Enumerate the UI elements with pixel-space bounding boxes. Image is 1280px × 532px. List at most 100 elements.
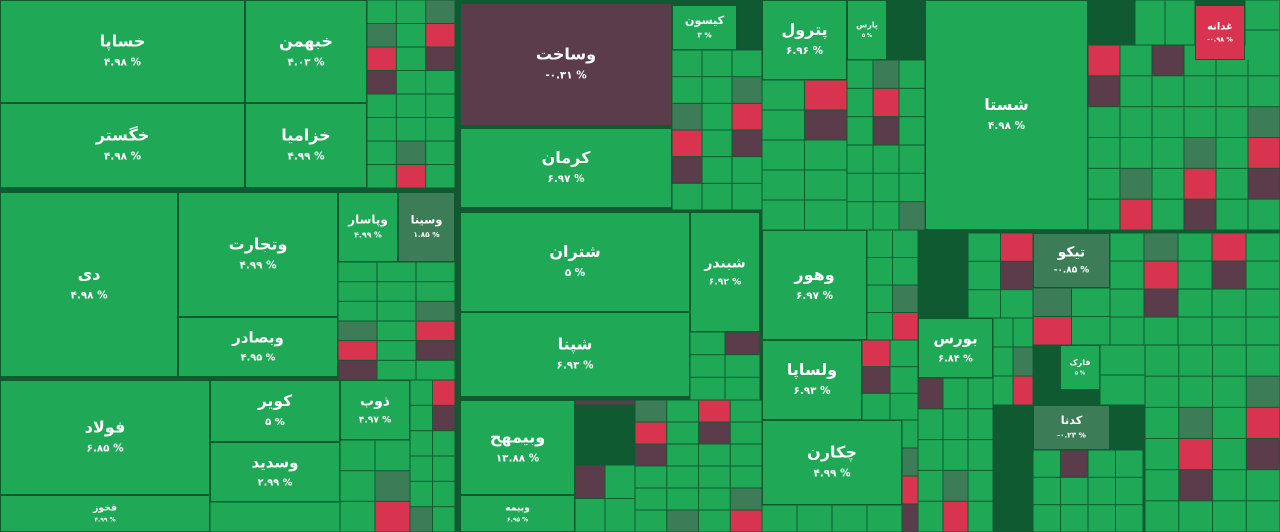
tile [1184,138,1216,168]
tile-label: فولاد [85,417,126,436]
tile-label: پترول [781,20,827,40]
tile [672,77,702,103]
tile [862,367,890,393]
tile [635,400,667,422]
tile [899,88,925,117]
tile [410,380,432,405]
tile [338,321,377,341]
tile [1152,168,1184,199]
tile [1213,439,1246,470]
tile [210,502,340,532]
tile [1246,470,1280,501]
tile-value: ۴.۹۸ % [104,151,142,163]
tile [899,145,925,173]
tile [1178,317,1212,345]
tile [0,0,245,103]
tile [1212,317,1246,345]
tile [338,192,398,262]
tile [805,140,847,170]
tile [725,377,760,400]
tile [377,321,416,341]
tile-label: شستا [984,95,1029,114]
tile [732,77,762,103]
tile [899,60,925,88]
tile [210,442,340,502]
tile-value: ۴.۹۹ % [813,468,851,480]
tile [1145,376,1179,407]
tile [873,173,899,202]
tile [672,103,702,130]
tile [1116,450,1143,477]
tile [702,50,732,77]
tile [902,476,918,504]
tile [398,192,455,262]
tile-label: وپاسار [347,212,388,227]
tile-label: وسینا [411,213,443,227]
tile-label: کرمان [542,148,592,167]
tile [890,393,918,420]
tile-value: ۶.۹۲ % [709,277,741,287]
tile-value: ۵ % [565,267,586,279]
tile [890,367,918,393]
tile [1100,345,1145,375]
tile [762,170,804,200]
tile [762,200,804,230]
tile-value: ۱۳.۸۸ % [496,453,540,465]
tile-value: ۴.۹۸ % [70,290,108,302]
tile [1145,439,1179,470]
tile [1033,477,1060,505]
tile [1110,233,1144,261]
tile [410,481,432,507]
tile [1246,439,1280,470]
tile [667,488,698,510]
tile [1013,318,1033,347]
tile [426,118,455,141]
tile [178,317,338,377]
tile [1110,261,1144,289]
tile [1088,168,1120,199]
tile [1144,261,1178,289]
tile [1144,317,1178,345]
tile [1184,199,1216,230]
tile [1033,288,1071,316]
tile [805,80,847,110]
tile [338,282,377,301]
tile [1120,199,1152,230]
tile [702,183,732,210]
tile [1213,501,1246,532]
tile [918,470,943,501]
tile [1120,168,1152,199]
tile [690,212,760,332]
tile [338,341,377,360]
tile [367,118,396,141]
tile [0,103,245,188]
tile [1216,199,1248,230]
tile [460,212,690,312]
tile [925,0,1088,230]
tile [1152,76,1184,107]
tile-label: تیکو [1057,244,1085,260]
tile [730,422,762,444]
tile [968,233,1000,261]
tile [732,130,762,157]
tile [943,470,968,501]
tile [805,200,847,230]
tile [902,420,918,448]
tile-label: وساخت [536,44,596,63]
tile [762,80,804,110]
tile [1120,76,1152,107]
tile [968,378,993,409]
tile [426,71,455,94]
tile [1013,347,1033,376]
tile [899,173,925,202]
tile-value: ۵ % [1075,371,1086,377]
tile [730,488,762,510]
tile [667,444,698,466]
tile [1145,407,1179,438]
tile [338,301,377,321]
tile [1212,233,1246,261]
tile [416,321,455,341]
tile [702,157,732,183]
tile [1152,199,1184,230]
tile [672,183,702,210]
